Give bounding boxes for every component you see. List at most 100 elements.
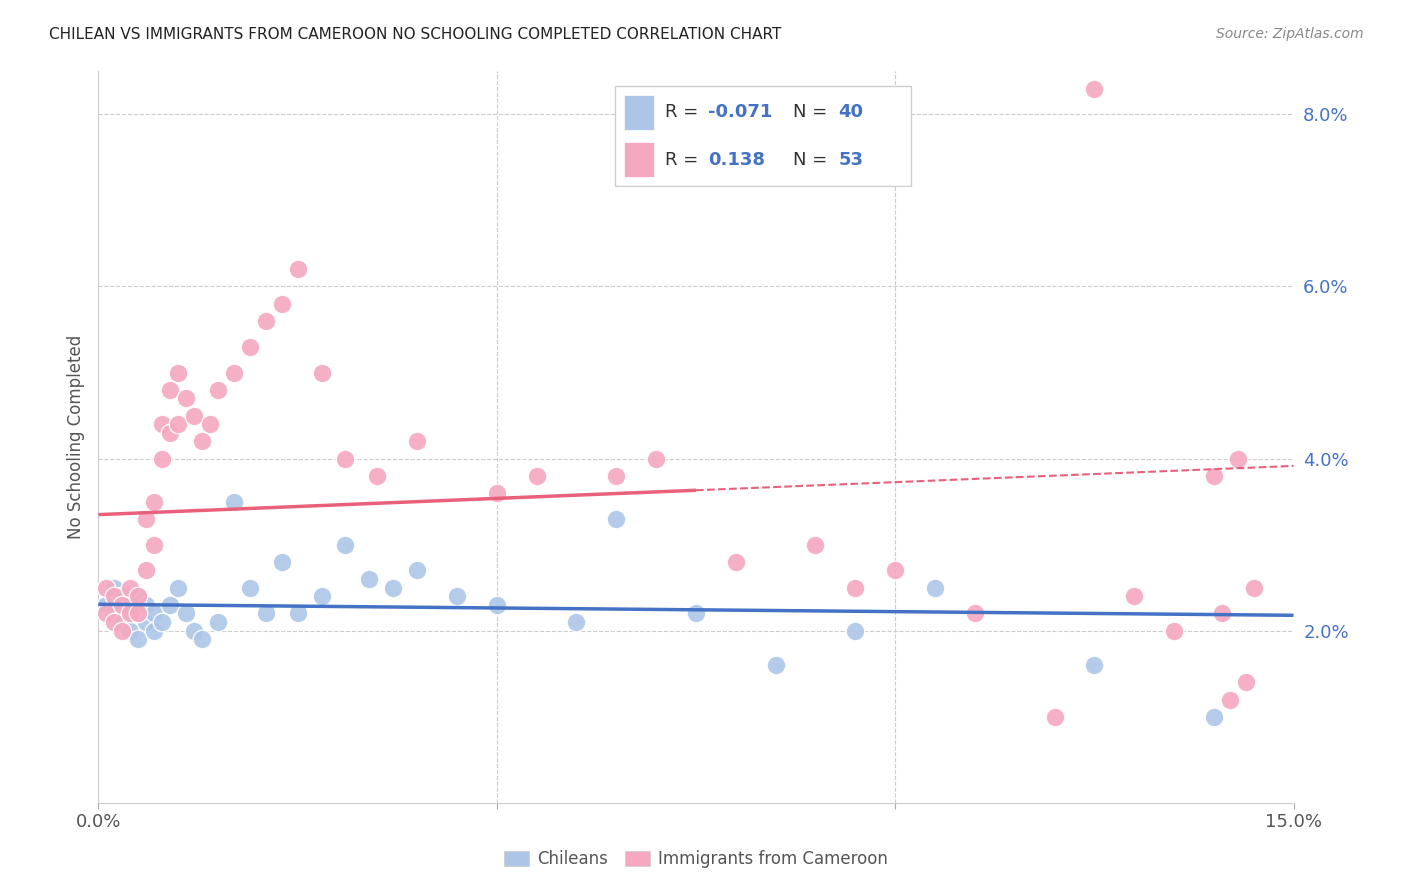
Point — [174, 607, 197, 621]
Point — [311, 366, 333, 380]
Point — [804, 538, 827, 552]
Point — [1083, 81, 1105, 95]
Point — [135, 615, 157, 629]
Text: -0.071: -0.071 — [709, 103, 773, 121]
Point — [526, 468, 548, 483]
Legend: Chileans, Immigrants from Cameroon: Chileans, Immigrants from Cameroon — [498, 844, 894, 875]
Point — [103, 581, 125, 595]
Point — [167, 581, 190, 595]
Text: N =: N = — [793, 103, 832, 121]
Point — [159, 383, 181, 397]
Text: R =: R = — [665, 151, 703, 169]
Point — [485, 486, 508, 500]
Point — [1226, 451, 1249, 466]
Point — [207, 383, 229, 397]
Point — [239, 581, 262, 595]
Point — [645, 451, 668, 466]
Point — [239, 340, 262, 354]
Point — [111, 615, 134, 629]
Point — [1202, 468, 1225, 483]
Point — [174, 392, 197, 406]
Point — [222, 494, 245, 508]
Point — [724, 555, 747, 569]
Point — [1123, 589, 1146, 603]
Point — [1234, 675, 1257, 690]
Point — [111, 589, 134, 603]
Point — [605, 468, 627, 483]
Point — [335, 451, 357, 466]
Point — [143, 538, 166, 552]
Text: CHILEAN VS IMMIGRANTS FROM CAMEROON NO SCHOOLING COMPLETED CORRELATION CHART: CHILEAN VS IMMIGRANTS FROM CAMEROON NO S… — [49, 27, 782, 42]
Point — [270, 555, 292, 569]
Text: R =: R = — [665, 103, 703, 121]
Point — [254, 607, 277, 621]
Point — [120, 607, 142, 621]
Point — [844, 624, 866, 638]
Point — [103, 607, 125, 621]
Point — [446, 589, 468, 603]
Point — [1163, 624, 1185, 638]
Point — [765, 658, 787, 673]
Point — [111, 624, 134, 638]
Point — [287, 262, 309, 277]
Point — [1083, 658, 1105, 673]
Point — [150, 417, 173, 432]
Point — [884, 564, 907, 578]
Point — [924, 581, 946, 595]
Point — [127, 607, 149, 621]
Point — [127, 589, 149, 603]
Text: 40: 40 — [838, 103, 863, 121]
Point — [150, 615, 173, 629]
Point — [120, 581, 142, 595]
Point — [143, 624, 166, 638]
Point — [485, 598, 508, 612]
Point — [254, 314, 277, 328]
Point — [1243, 581, 1265, 595]
Bar — [624, 142, 654, 177]
Point — [167, 366, 190, 380]
Point — [183, 409, 205, 423]
Point — [335, 538, 357, 552]
Point — [103, 615, 125, 629]
Point — [207, 615, 229, 629]
Point — [222, 366, 245, 380]
Point — [167, 417, 190, 432]
Point — [270, 296, 292, 310]
Point — [366, 468, 388, 483]
Y-axis label: No Schooling Completed: No Schooling Completed — [66, 335, 84, 539]
Point — [382, 581, 405, 595]
Point — [1211, 607, 1233, 621]
Point — [135, 512, 157, 526]
Point — [565, 615, 588, 629]
Point — [191, 434, 214, 449]
Point — [1202, 710, 1225, 724]
Point — [605, 512, 627, 526]
Point — [135, 598, 157, 612]
Point — [1043, 710, 1066, 724]
Point — [159, 598, 181, 612]
Point — [287, 607, 309, 621]
Point — [963, 607, 986, 621]
Point — [127, 632, 149, 647]
Point — [120, 598, 142, 612]
Text: 0.138: 0.138 — [709, 151, 765, 169]
Point — [1219, 692, 1241, 706]
Point — [406, 434, 429, 449]
Bar — [624, 95, 654, 130]
Point — [111, 598, 134, 612]
Point — [844, 581, 866, 595]
Point — [150, 451, 173, 466]
Point — [143, 494, 166, 508]
Point — [685, 607, 707, 621]
Point — [96, 581, 118, 595]
Point — [159, 425, 181, 440]
FancyBboxPatch shape — [614, 86, 911, 186]
Point — [198, 417, 221, 432]
Point — [191, 632, 214, 647]
Point — [103, 589, 125, 603]
Point — [311, 589, 333, 603]
Point — [96, 598, 118, 612]
Point — [143, 607, 166, 621]
Point — [127, 589, 149, 603]
Point — [120, 624, 142, 638]
